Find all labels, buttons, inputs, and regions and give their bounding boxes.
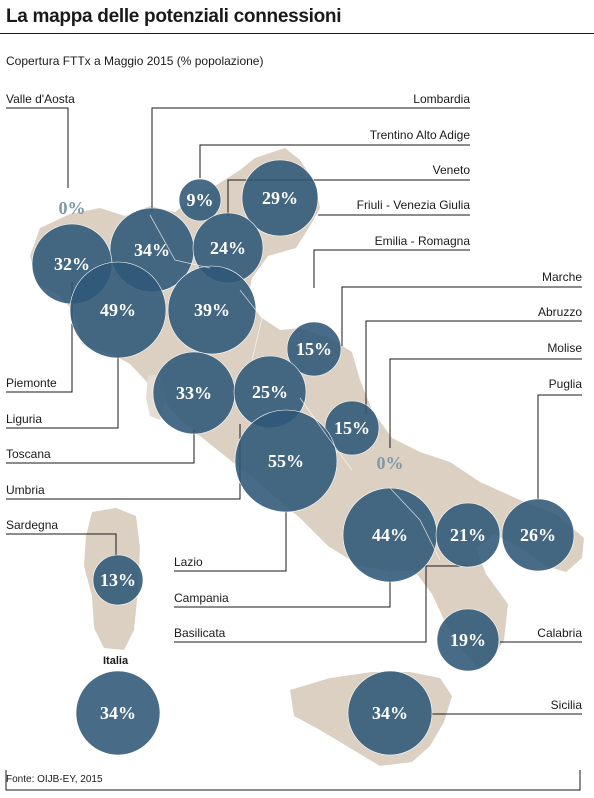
value-valle-daosta: 0%: [58, 198, 86, 218]
label-calabria: Calabria: [537, 626, 582, 640]
value-molise: 0%: [376, 453, 404, 473]
leader-basilicata: [174, 565, 468, 643]
leader-emilia: [313, 249, 470, 288]
leader-abruzzo: [365, 320, 582, 414]
bubble-marche: [286, 321, 342, 377]
bubble-italia: [75, 670, 161, 756]
value-emilia: 39%: [194, 300, 230, 320]
value-toscana: 33%: [176, 383, 212, 403]
leader-puglia: [537, 394, 582, 500]
label-italia: Italia: [103, 655, 129, 667]
label-puglia: Puglia: [548, 377, 582, 391]
value-lombardia: 34%: [134, 240, 170, 260]
label-umbria: Umbria: [6, 483, 45, 497]
label-campania: Campania: [174, 591, 229, 605]
label-sicilia: Sicilia: [550, 698, 582, 712]
label-abruzzo: Abruzzo: [537, 305, 582, 319]
label-valle-daosta: Valle d'Aosta: [6, 92, 75, 106]
label-toscana: Toscana: [6, 447, 51, 461]
value-piemonte: 32%: [54, 254, 90, 274]
leader-trentino: [199, 144, 470, 178]
page-subtitle: Copertura FTTx a Maggio 2015 (% popolazi…: [6, 54, 264, 68]
bubbles: [31, 159, 575, 756]
value-umbria: 25%: [252, 382, 288, 402]
value-marche: 15%: [296, 339, 332, 359]
bubble-trentino: [178, 178, 222, 222]
label-sardegna: Sardegna: [6, 518, 59, 532]
label-trentino: Trentino Alto Adige: [369, 128, 470, 142]
page-title: La mappa delle potenziali connessioni: [6, 6, 342, 27]
leader-liguria: [6, 356, 119, 429]
value-liguria: 49%: [100, 300, 136, 320]
leader-lines: [5, 107, 582, 791]
value-italia: 34%: [100, 703, 136, 723]
label-marche: Marche: [541, 270, 582, 284]
bubble-puglia: [501, 498, 575, 572]
bubble-lazio: [234, 409, 338, 513]
leader-lazio: [174, 512, 287, 572]
bubble-liguria: [69, 261, 167, 359]
leader-marche: [341, 286, 582, 346]
value-calabria: 19%: [450, 630, 486, 650]
leader-toscana: [6, 430, 195, 464]
title-divider: [0, 33, 594, 34]
leader-molise: [389, 358, 582, 448]
value-veneto: 24%: [210, 238, 246, 258]
region-borders: [149, 214, 441, 561]
label-veneto: Veneto: [432, 163, 470, 177]
value-sicilia: 34%: [372, 703, 408, 723]
value-puglia: 26%: [520, 525, 556, 545]
value-lazio: 55%: [268, 451, 304, 471]
value-trentino: 9%: [186, 190, 214, 210]
value-basilicata: 21%: [450, 525, 486, 545]
label-piemonte: Piemonte: [6, 376, 57, 390]
label-liguria: Liguria: [6, 412, 43, 426]
bubble-calabria: [436, 608, 500, 672]
value-abruzzo: 15%: [334, 418, 370, 438]
label-molise: Molise: [547, 341, 582, 355]
bubble-sardegna: [92, 554, 144, 606]
label-lombardia: Lombardia: [413, 92, 470, 106]
bubble-basilicata: [435, 502, 501, 568]
source-bracket: [5, 770, 581, 791]
leader-veneto: [227, 179, 470, 216]
value-sardegna: 13%: [100, 570, 136, 590]
leader-sardegna: [6, 533, 117, 556]
leader-lombardia: [151, 107, 470, 212]
source-note: Fonte: OIJB-EY, 2015: [6, 774, 103, 785]
value-friuli: 29%: [262, 188, 298, 208]
value-campania: 44%: [372, 525, 408, 545]
bubble-friuli: [241, 159, 319, 237]
bubble-sicilia: [347, 670, 433, 756]
label-emilia: Emilia - Romagna: [374, 234, 470, 248]
leader-valle-daosta: [6, 107, 69, 188]
leader-campania: [174, 580, 391, 608]
label-friuli: Friuli - Venezia Giulia: [356, 198, 470, 212]
label-basilicata: Basilicata: [174, 626, 226, 640]
label-lazio: Lazio: [174, 555, 203, 569]
